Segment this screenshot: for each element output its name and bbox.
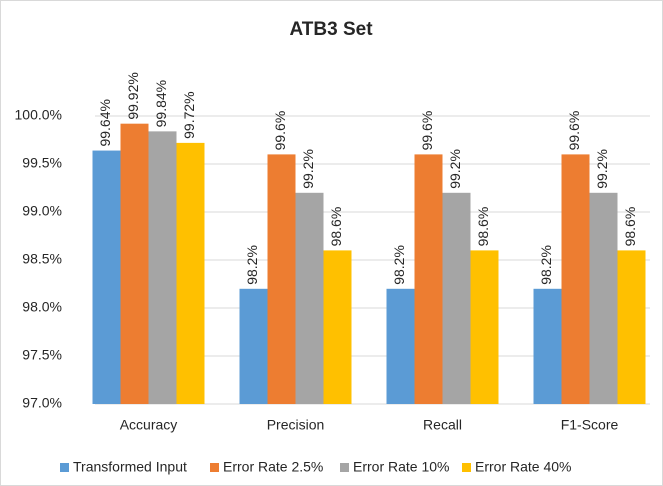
data-label: 98.6% (622, 207, 638, 247)
data-label: 98.2% (244, 245, 260, 285)
bar (470, 250, 499, 404)
chart-title: ATB3 Set (289, 19, 373, 40)
legend-label: Error Rate 2.5% (223, 459, 323, 475)
bar (386, 288, 415, 404)
data-label: 99.92% (125, 72, 141, 119)
x-tick-label: F1-Score (561, 417, 619, 433)
legend-swatch (60, 463, 69, 472)
y-tick-label: 99.5% (22, 155, 62, 171)
data-label: 99.6% (419, 111, 435, 151)
bar (295, 192, 324, 404)
y-tick-label: 98.0% (22, 299, 62, 315)
data-label: 99.2% (300, 149, 316, 189)
bar (414, 154, 443, 404)
legend-swatch (340, 463, 349, 472)
bar (589, 192, 618, 404)
data-label: 99.2% (594, 149, 610, 189)
data-label: 99.6% (272, 111, 288, 151)
y-tick-label: 98.5% (22, 251, 62, 267)
bar (120, 123, 149, 405)
data-label: 99.72% (181, 91, 197, 138)
data-label: 99.2% (447, 149, 463, 189)
legend-label: Transformed Input (73, 459, 187, 475)
bar (176, 142, 205, 404)
data-label: 98.6% (475, 207, 491, 247)
x-tick-label: Precision (267, 417, 325, 433)
bar (92, 150, 121, 404)
bar (617, 250, 646, 404)
bar (267, 154, 296, 404)
data-label: 98.2% (391, 245, 407, 285)
y-tick-label: 97.0% (22, 395, 62, 411)
legend-label: Error Rate 10% (353, 459, 449, 475)
bar (442, 192, 471, 404)
y-tick-label: 99.0% (22, 203, 62, 219)
data-label: 98.6% (328, 207, 344, 247)
bar (239, 288, 268, 404)
data-label: 99.6% (566, 111, 582, 151)
data-label: 99.64% (97, 99, 113, 146)
y-tick-label: 97.5% (22, 347, 62, 363)
legend-swatch (462, 463, 471, 472)
bar (533, 288, 562, 404)
bar (148, 131, 177, 405)
data-label: 98.2% (538, 245, 554, 285)
y-tick-label: 100.0% (15, 107, 62, 123)
bar (561, 154, 590, 404)
x-tick-label: Accuracy (120, 417, 178, 433)
data-label: 99.84% (153, 80, 169, 127)
x-tick-label: Recall (423, 417, 462, 433)
legend-swatch (210, 463, 219, 472)
legend-label: Error Rate 40% (475, 459, 571, 475)
bar (323, 250, 352, 404)
